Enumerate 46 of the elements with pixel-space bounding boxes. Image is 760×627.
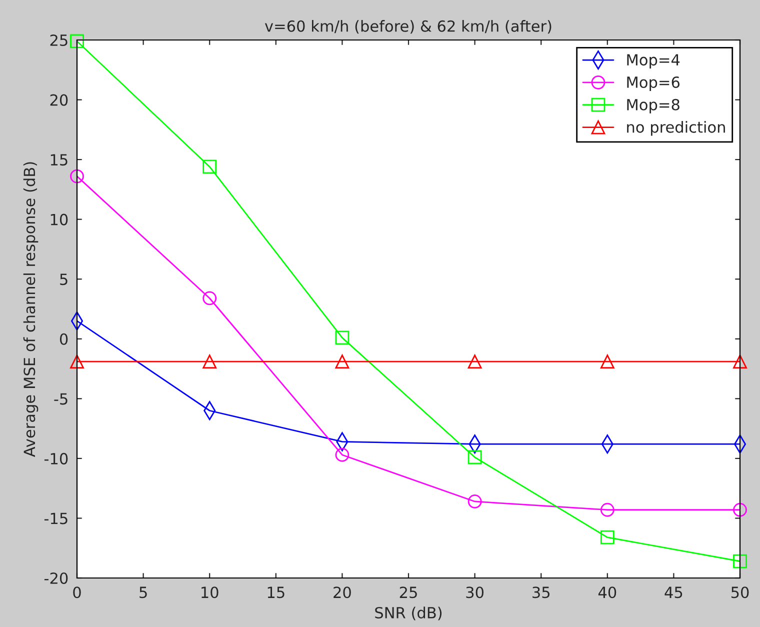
point: [335, 330, 350, 345]
x-tick-label: 30: [466, 586, 484, 598]
y-tick-label: -5: [54, 393, 68, 405]
x-tick-label: 50: [731, 586, 749, 598]
point: [202, 160, 217, 174]
y-tick-label: 10: [50, 214, 68, 226]
y-tick-label: 0: [60, 333, 68, 345]
legend-label: Mop=6: [627, 76, 680, 91]
x-tick-label: 10: [202, 586, 218, 598]
x-tick-label: 20: [334, 586, 351, 598]
x-tick-label: 0: [73, 586, 81, 598]
point: [600, 354, 614, 369]
chart-title: v=60 km/h (before) & 62 km/h (after): [264, 20, 552, 34]
point: [70, 169, 84, 184]
y-tick-label: 5: [60, 274, 68, 286]
x-tick-label: 25: [400, 586, 417, 598]
x-tick-label: 5: [140, 586, 147, 598]
point: [335, 354, 350, 369]
point: [335, 448, 350, 462]
point: [70, 354, 84, 369]
y-tick-label: -10: [44, 452, 68, 464]
point: [468, 494, 482, 508]
point: [70, 34, 84, 48]
x-tick-label: 40: [598, 586, 616, 598]
x-tick-label: 45: [664, 586, 682, 598]
point: [733, 502, 747, 517]
legend-label: no prediction: [627, 121, 725, 136]
point: [733, 554, 747, 568]
y-tick-label: -20: [44, 572, 68, 584]
y-tick-label: -15: [44, 512, 68, 524]
point: [600, 530, 614, 544]
point: [202, 291, 217, 306]
x-axis-title: SNR (dB): [375, 606, 442, 620]
y-tick-label: 20: [50, 94, 68, 106]
y-axis-title: Average MSE of channel response (dB): [23, 162, 38, 457]
point: [733, 354, 747, 369]
x-tick-label: 35: [532, 586, 550, 598]
point: [468, 450, 482, 464]
y-tick-label: 15: [50, 154, 68, 166]
point: [468, 354, 482, 369]
point: [600, 502, 614, 517]
x-tick-label: 15: [268, 586, 284, 598]
legend-label: Mop=8: [627, 98, 680, 114]
y-tick-label: 25: [50, 34, 68, 46]
legend-label: Mop=4: [627, 54, 680, 69]
point: [202, 354, 217, 369]
